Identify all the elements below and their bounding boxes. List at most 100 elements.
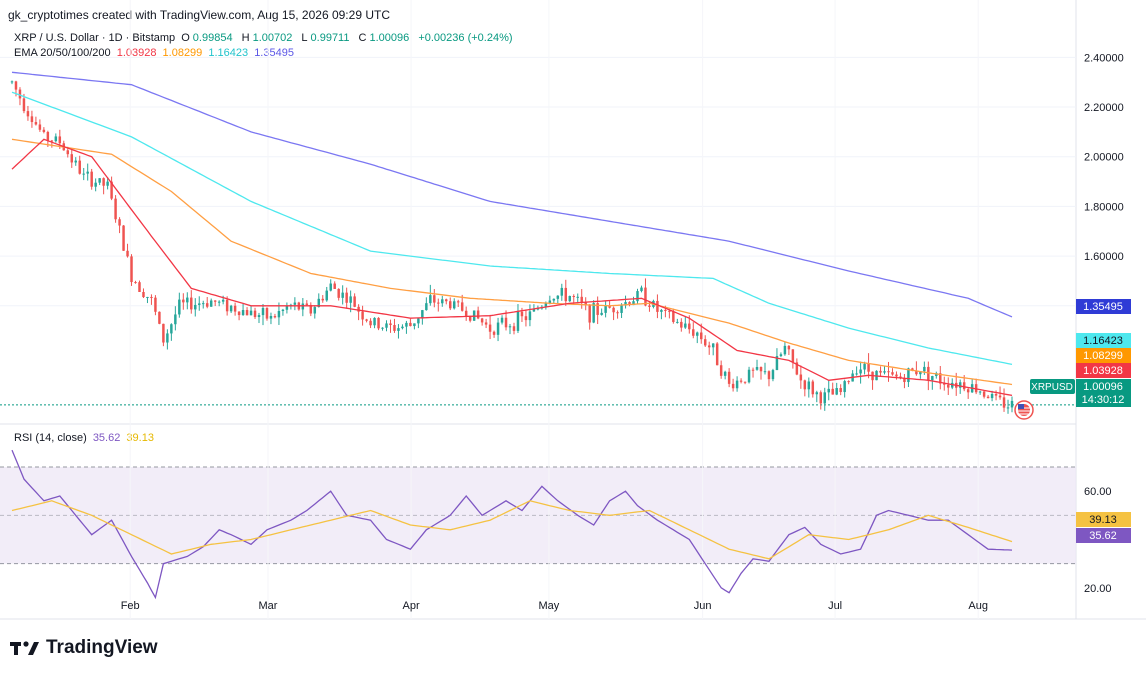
candle-body[interactable] <box>273 316 277 318</box>
candle-body[interactable] <box>500 317 504 323</box>
candle-body[interactable] <box>305 303 309 305</box>
candle-body[interactable] <box>504 317 508 328</box>
candle-body[interactable] <box>648 305 651 307</box>
candle-body[interactable] <box>82 173 85 175</box>
candle-body[interactable] <box>612 307 615 313</box>
candle-body[interactable] <box>365 319 368 321</box>
candle-body[interactable] <box>727 371 731 384</box>
candle-body[interactable] <box>755 366 759 370</box>
candle-body[interactable] <box>333 283 336 289</box>
candle-body[interactable] <box>393 325 396 331</box>
candle-body[interactable] <box>34 122 38 125</box>
candle-body[interactable] <box>1006 407 1010 409</box>
candle-body[interactable] <box>735 380 739 389</box>
candle-body[interactable] <box>476 310 480 319</box>
candle-body[interactable] <box>425 303 428 311</box>
candle-body[interactable] <box>285 306 289 310</box>
candle-body[interactable] <box>891 372 894 375</box>
candle-body[interactable] <box>644 287 647 306</box>
candle-body[interactable] <box>879 370 882 373</box>
candle-body[interactable] <box>516 311 520 331</box>
candle-body[interactable] <box>656 300 659 312</box>
candle-body[interactable] <box>22 98 26 112</box>
candle-body[interactable] <box>26 111 30 117</box>
candle-body[interactable] <box>225 299 229 312</box>
candle-body[interactable] <box>221 299 225 302</box>
candle-body[interactable] <box>277 311 281 318</box>
candle-body[interactable] <box>715 343 719 366</box>
candle-body[interactable] <box>397 328 400 331</box>
candle-body[interactable] <box>688 323 691 330</box>
candle-body[interactable] <box>377 317 380 329</box>
candle-body[interactable] <box>887 371 890 373</box>
candle-body[interactable] <box>815 392 819 395</box>
candle-body[interactable] <box>783 345 787 355</box>
candle-body[interactable] <box>78 160 81 174</box>
candle-body[interactable] <box>520 311 524 317</box>
candle-body[interactable] <box>464 310 468 316</box>
candle-body[interactable] <box>536 308 540 310</box>
candle-body[interactable] <box>293 302 297 305</box>
candle-body[interactable] <box>751 369 755 371</box>
candle-body[interactable] <box>620 305 623 313</box>
candle-body[interactable] <box>456 301 460 303</box>
candle-body[interactable] <box>158 311 161 324</box>
candle-body[interactable] <box>389 323 392 326</box>
candle-body[interactable] <box>313 307 317 314</box>
candle-body[interactable] <box>237 311 241 316</box>
ema200-line[interactable] <box>11 71 1013 318</box>
candle-body[interactable] <box>413 323 416 327</box>
candle-body[interactable] <box>468 315 472 321</box>
candle-body[interactable] <box>257 315 261 318</box>
tradingview-logo[interactable]: TradingView <box>10 637 158 659</box>
candle-body[interactable] <box>437 302 440 304</box>
candle-body[interactable] <box>668 310 671 312</box>
candle-body[interactable] <box>50 140 54 142</box>
price-axis-ticks[interactable]: 2.400002.200002.000001.800001.600001.400… <box>0 52 1124 313</box>
candle-body[interactable] <box>843 381 846 393</box>
candle-body[interactable] <box>229 305 233 312</box>
candle-body[interactable] <box>903 378 906 383</box>
candle-body[interactable] <box>441 299 444 304</box>
candle-body[interactable] <box>38 124 42 130</box>
candle-body[interactable] <box>855 373 858 375</box>
candle-body[interactable] <box>863 363 866 370</box>
candle-body[interactable] <box>743 381 747 383</box>
candle-body[interactable] <box>349 296 352 303</box>
candle-body[interactable] <box>146 296 149 298</box>
candle-body[interactable] <box>30 116 34 123</box>
candle-body[interactable] <box>994 394 998 396</box>
candle-body[interactable] <box>86 171 89 174</box>
candle-body[interactable] <box>628 302 631 306</box>
candle-body[interactable] <box>301 303 305 310</box>
candle-body[interactable] <box>624 302 627 306</box>
candle-body[interactable] <box>54 136 58 142</box>
candle-body[interactable] <box>839 388 842 393</box>
candle-body[interactable] <box>233 305 237 312</box>
candle-body[interactable] <box>711 343 715 348</box>
candle-body[interactable] <box>823 392 826 404</box>
candle-body[interactable] <box>974 384 978 393</box>
ema100-line[interactable] <box>11 91 1013 366</box>
candle-body[interactable] <box>90 171 93 187</box>
candle-body[interactable] <box>138 282 141 292</box>
candle-body[interactable] <box>958 382 962 388</box>
candle-body[interactable] <box>337 288 340 298</box>
candle-body[interactable] <box>935 373 938 377</box>
candle-body[interactable] <box>381 327 384 329</box>
candle-body[interactable] <box>636 291 639 302</box>
candle-body[interactable] <box>433 295 436 303</box>
candle-body[interactable] <box>803 380 807 390</box>
candle-body[interactable] <box>700 332 703 340</box>
candle-body[interactable] <box>1010 400 1014 408</box>
candle-body[interactable] <box>723 371 727 376</box>
rsi-axis-ticks[interactable]: 60.00 20.00 <box>1084 486 1112 595</box>
candle-body[interactable] <box>162 323 165 343</box>
candle-body[interactable] <box>492 331 496 335</box>
symbol-label[interactable]: XRP / U.S. Dollar · 1D · Bitstamp <box>14 32 176 44</box>
candle-body[interactable] <box>931 376 934 381</box>
candle-body[interactable] <box>771 370 775 380</box>
candle-body[interactable] <box>190 297 193 310</box>
candlestick-series[interactable] <box>10 80 1014 414</box>
